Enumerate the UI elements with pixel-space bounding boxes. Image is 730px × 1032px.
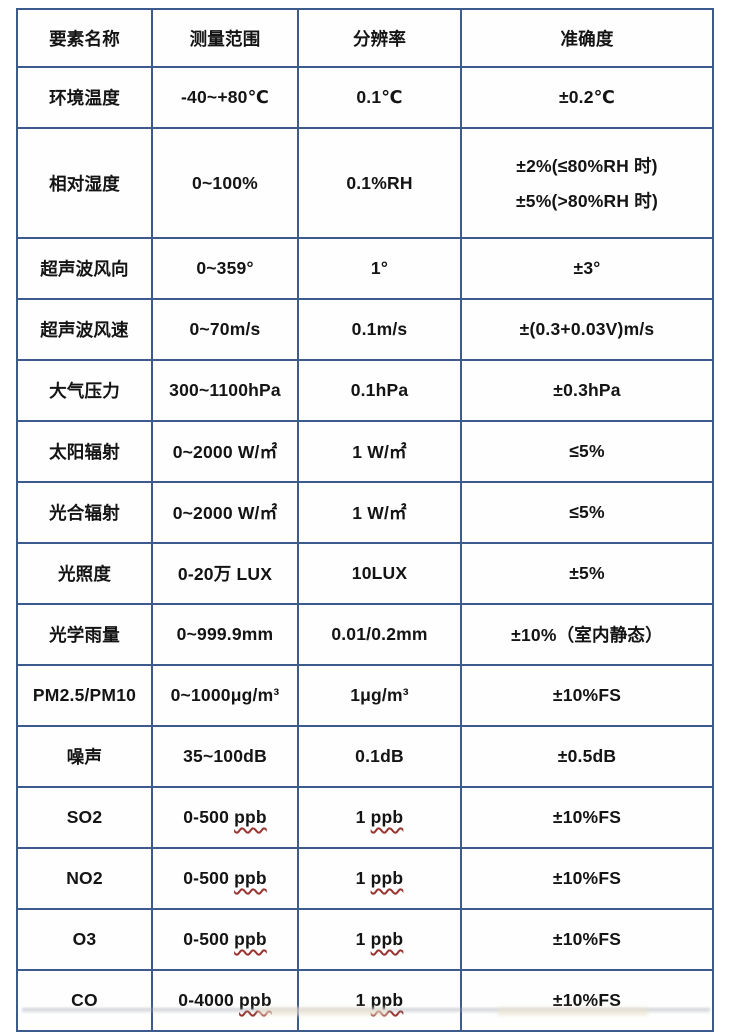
accuracy-cell: ±10%FS bbox=[460, 908, 714, 971]
resolution-cell: 1μg/m³ bbox=[297, 664, 462, 727]
accuracy-cell: ±0.2℃ bbox=[460, 66, 714, 129]
accuracy-line: ±2%(≤80%RH 时) bbox=[516, 156, 658, 176]
table-row: 超声波风向 0~359° 1° ±3° bbox=[16, 237, 714, 300]
resolution-cell: 1 W/㎡ bbox=[297, 420, 462, 483]
range-cell: 300~1100hPa bbox=[151, 359, 299, 422]
resolution-cell: 1° bbox=[297, 237, 462, 300]
scan-smudge bbox=[258, 1007, 388, 1016]
spellcheck-squiggle: ppb bbox=[234, 929, 267, 949]
resolution-cell: 0.1℃ bbox=[297, 66, 462, 129]
table-row: 大气压力 300~1100hPa 0.1hPa ±0.3hPa bbox=[16, 359, 714, 422]
table-row: 噪声 35~100dB 0.1dB ±0.5dB bbox=[16, 725, 714, 788]
range-cell: 35~100dB bbox=[151, 725, 299, 788]
range-cell: 0~999.9mm bbox=[151, 603, 299, 666]
table-row: 环境温度 -40~+80℃ 0.1℃ ±0.2℃ bbox=[16, 66, 714, 129]
spellcheck-squiggle: ppb bbox=[370, 929, 404, 949]
range-cell: -40~+80℃ bbox=[151, 66, 299, 129]
resolution-cell: 0.01/0.2mm bbox=[297, 603, 462, 666]
accuracy-cell: ≤5% bbox=[460, 481, 714, 544]
accuracy-cell: ≤5% bbox=[460, 420, 714, 483]
accuracy-line: ±5%(>80%RH 时) bbox=[515, 191, 659, 211]
spellcheck-squiggle: ppb bbox=[370, 990, 404, 1010]
range-cell: 0~70m/s bbox=[151, 298, 299, 361]
element-name-cell: O3 bbox=[16, 908, 153, 971]
accuracy-cell: ±0.3hPa bbox=[460, 359, 714, 422]
accuracy-cell: ±10%FS bbox=[460, 847, 714, 910]
spellcheck-squiggle: ppb bbox=[234, 868, 267, 888]
range-cell: 0-500 ppb bbox=[151, 908, 299, 971]
accuracy-cell: ±10%FS bbox=[460, 786, 714, 849]
range-cell: 0~2000 W/㎡ bbox=[151, 481, 299, 544]
element-name-cell: 光照度 bbox=[16, 542, 153, 605]
column-header-accuracy: 准确度 bbox=[460, 8, 714, 68]
element-name-cell: 噪声 bbox=[16, 725, 153, 788]
spec-table-container: 要素名称 测量范围 分辨率 准确度 环境温度 -40~+80℃ 0.1℃ ±0.2℃ 相… bbox=[16, 8, 714, 1032]
element-name-cell: 大气压力 bbox=[16, 359, 153, 422]
range-cell: 0~100% bbox=[151, 127, 299, 239]
resolution-cell: 10LUX bbox=[297, 542, 462, 605]
resolution-cell: 0.1dB bbox=[297, 725, 462, 788]
resolution-cell: 1 ppb bbox=[297, 908, 462, 971]
table-row: CO 0-4000 ppb 1 ppb ±10%FS bbox=[16, 969, 714, 1032]
accuracy-cell: ±10%（室内静态） bbox=[460, 603, 714, 666]
table-row: NO2 0-500 ppb 1 ppb ±10%FS bbox=[16, 847, 714, 910]
element-name-cell: 环境温度 bbox=[16, 66, 153, 129]
spec-table-body: 环境温度 -40~+80℃ 0.1℃ ±0.2℃ 相对湿度 0~100% 0.1%RH ±2%… bbox=[16, 66, 714, 1032]
element-name-cell: CO bbox=[16, 969, 153, 1032]
element-name-cell: NO2 bbox=[16, 847, 153, 910]
spellcheck-squiggle: ppb bbox=[239, 990, 272, 1010]
range-cell: 0~359° bbox=[151, 237, 299, 300]
range-cell: 0~2000 W/㎡ bbox=[151, 420, 299, 483]
table-row: 光合辐射 0~2000 W/㎡ 1 W/㎡ ≤5% bbox=[16, 481, 714, 544]
range-cell: 0~1000μg/m³ bbox=[151, 664, 299, 727]
resolution-cell: 0.1hPa bbox=[297, 359, 462, 422]
column-header-element-name: 要素名称 bbox=[16, 8, 153, 68]
table-row: O3 0-500 ppb 1 ppb ±10%FS bbox=[16, 908, 714, 971]
resolution-cell: 1 W/㎡ bbox=[297, 481, 462, 544]
range-cell: 0-4000 ppb bbox=[151, 969, 299, 1032]
accuracy-cell: ±10%FS bbox=[460, 969, 714, 1032]
accuracy-cell: ±3° bbox=[460, 237, 714, 300]
accuracy-cell: ±2%(≤80%RH 时) ±5%(>80%RH 时) bbox=[460, 127, 714, 239]
accuracy-cell: ±(0.3+0.03V)m/s bbox=[460, 298, 714, 361]
accuracy-cell: ±5% bbox=[460, 542, 714, 605]
scan-smudge bbox=[498, 1007, 648, 1016]
element-name-cell: SO2 bbox=[16, 786, 153, 849]
spec-table-header: 要素名称 测量范围 分辨率 准确度 bbox=[16, 8, 714, 68]
element-name-cell: 太阳辐射 bbox=[16, 420, 153, 483]
range-cell: 0-20万 LUX bbox=[151, 542, 299, 605]
accuracy-cell: ±0.5dB bbox=[460, 725, 714, 788]
spellcheck-squiggle: ppb bbox=[234, 807, 267, 827]
range-cell: 0-500 ppb bbox=[151, 786, 299, 849]
accuracy-cell: ±10%FS bbox=[460, 664, 714, 727]
spec-table: 要素名称 测量范围 分辨率 准确度 环境温度 -40~+80℃ 0.1℃ ±0.2℃ 相… bbox=[16, 8, 714, 1032]
resolution-cell: 0.1%RH bbox=[297, 127, 462, 239]
table-row: SO2 0-500 ppb 1 ppb ±10%FS bbox=[16, 786, 714, 849]
resolution-cell: 1 ppb bbox=[297, 969, 462, 1032]
range-cell: 0-500 ppb bbox=[151, 847, 299, 910]
element-name-cell: 超声波风速 bbox=[16, 298, 153, 361]
table-row: 超声波风速 0~70m/s 0.1m/s ±(0.3+0.03V)m/s bbox=[16, 298, 714, 361]
column-header-measure-range: 测量范围 bbox=[151, 8, 299, 68]
resolution-cell: 0.1m/s bbox=[297, 298, 462, 361]
table-row: 光照度 0-20万 LUX 10LUX ±5% bbox=[16, 542, 714, 605]
spellcheck-squiggle: ppb bbox=[370, 807, 404, 827]
spellcheck-squiggle: ppb bbox=[370, 868, 404, 888]
element-name-cell: 超声波风向 bbox=[16, 237, 153, 300]
element-name-cell: 相对湿度 bbox=[16, 127, 153, 239]
element-name-cell: 光学雨量 bbox=[16, 603, 153, 666]
element-name-cell: 光合辐射 bbox=[16, 481, 153, 544]
column-header-resolution: 分辨率 bbox=[297, 8, 462, 68]
table-row: 光学雨量 0~999.9mm 0.01/0.2mm ±10%（室内静态） bbox=[16, 603, 714, 666]
element-name-cell: PM2.5/PM10 bbox=[16, 664, 153, 727]
table-row: PM2.5/PM10 0~1000μg/m³ 1μg/m³ ±10%FS bbox=[16, 664, 714, 727]
table-row: 太阳辐射 0~2000 W/㎡ 1 W/㎡ ≤5% bbox=[16, 420, 714, 483]
header-row: 要素名称 测量范围 分辨率 准确度 bbox=[16, 8, 714, 68]
resolution-cell: 1 ppb bbox=[297, 786, 462, 849]
table-row: 相对湿度 0~100% 0.1%RH ±2%(≤80%RH 时) ±5%(>80%RH … bbox=[16, 127, 714, 239]
resolution-cell: 1 ppb bbox=[297, 847, 462, 910]
